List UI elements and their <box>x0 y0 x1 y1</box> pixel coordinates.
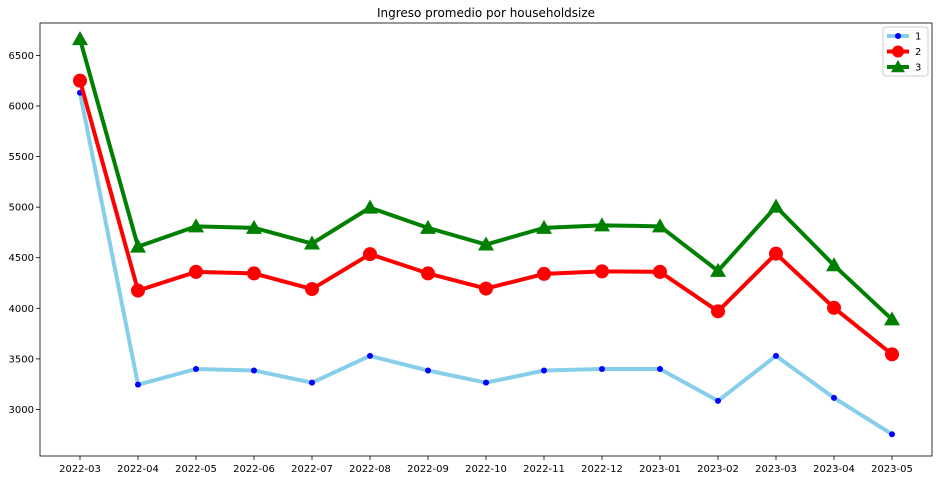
y-axis: 3000 3500 4000 4500 5000 5500 6000 6500 <box>9 51 40 416</box>
data-point <box>885 347 899 362</box>
data-point <box>421 266 435 281</box>
legend-label: 2 <box>915 47 921 58</box>
x-tick-label: 2022-06 <box>233 464 275 475</box>
data-point <box>188 218 204 233</box>
data-point <box>826 257 842 272</box>
data-point <box>884 311 900 326</box>
series-1 <box>77 89 895 438</box>
x-axis: 2022-03 2022-04 2022-05 2022-06 2022-07 2022-… <box>59 456 913 475</box>
x-tick-label: 2022-03 <box>59 464 101 475</box>
x-tick-label: 2022-10 <box>465 464 507 475</box>
series-line <box>78 37 894 322</box>
data-point <box>73 73 87 88</box>
legend-marker <box>891 60 905 73</box>
data-point <box>769 246 783 261</box>
data-point <box>309 379 315 386</box>
data-point <box>246 219 262 234</box>
x-tick-label: 2022-09 <box>407 464 449 475</box>
x-tick-label: 2023-05 <box>871 464 913 475</box>
data-point <box>710 262 726 277</box>
data-point <box>362 199 378 214</box>
x-tick-label: 2022-05 <box>175 464 217 475</box>
data-point <box>653 264 667 279</box>
data-point <box>768 198 784 213</box>
data-point <box>599 365 605 372</box>
data-point <box>131 283 145 298</box>
data-point <box>304 235 320 250</box>
y-tick-label: 3500 <box>9 354 34 365</box>
legend-label: 1 <box>915 32 921 43</box>
series-layer <box>72 31 900 438</box>
data-point <box>889 431 895 438</box>
data-point <box>711 304 725 319</box>
legend-marker <box>895 33 901 39</box>
data-point <box>831 394 837 401</box>
data-point <box>541 367 547 374</box>
legend-item: 3 <box>887 60 921 74</box>
x-tick-label: 2022-08 <box>349 464 391 475</box>
x-tick-label: 2023-01 <box>639 464 681 475</box>
y-tick-label: 6000 <box>9 101 34 112</box>
legend-item: 1 <box>887 32 921 43</box>
data-point <box>827 300 841 315</box>
data-point <box>363 247 377 262</box>
data-point <box>305 282 319 297</box>
data-point <box>652 218 668 233</box>
data-point <box>595 264 609 279</box>
x-tick-label: 2022-11 <box>523 464 565 475</box>
legend-label: 3 <box>915 63 921 74</box>
data-point <box>420 219 436 234</box>
data-point <box>479 281 493 296</box>
data-point <box>193 365 199 372</box>
data-point <box>130 238 146 253</box>
data-point <box>537 266 551 281</box>
data-point <box>251 367 257 374</box>
x-tick-label: 2023-04 <box>813 464 855 475</box>
y-tick-label: 4000 <box>9 304 34 315</box>
data-point <box>773 352 779 359</box>
data-point <box>478 236 494 251</box>
x-tick-label: 2023-02 <box>697 464 739 475</box>
y-tick-label: 6500 <box>9 51 34 62</box>
data-point <box>247 266 261 281</box>
x-tick-label: 2022-07 <box>291 464 333 475</box>
y-tick-label: 5000 <box>9 203 34 214</box>
series-line <box>78 78 894 357</box>
chart-title: Ingreso promedio por householdsize <box>377 6 595 20</box>
y-tick-label: 5500 <box>9 152 34 163</box>
data-point <box>135 381 141 388</box>
data-point <box>594 217 610 232</box>
data-point <box>189 264 203 279</box>
x-tick-label: 2022-12 <box>581 464 623 475</box>
data-point <box>657 365 663 372</box>
legend: 1 2 3 <box>882 26 929 77</box>
data-point <box>715 397 721 404</box>
data-point <box>367 352 373 359</box>
x-tick-label: 2023-03 <box>755 464 797 475</box>
y-tick-label: 4500 <box>9 253 34 264</box>
data-point <box>425 367 431 374</box>
series-2 <box>73 73 899 362</box>
y-tick-label: 3000 <box>9 405 34 416</box>
data-point <box>72 31 88 46</box>
data-point <box>536 219 552 234</box>
legend-marker <box>892 45 904 58</box>
x-tick-label: 2022-04 <box>117 464 159 475</box>
data-point <box>483 379 489 386</box>
series-3 <box>72 31 900 326</box>
legend-item: 2 <box>887 45 921 58</box>
